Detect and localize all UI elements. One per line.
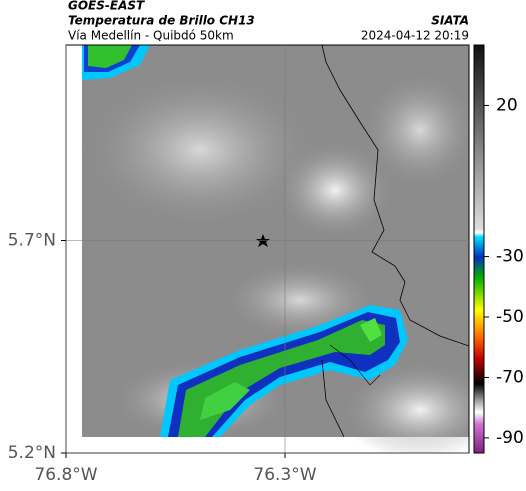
colorbar-label: -30 xyxy=(496,247,524,267)
product: Temperatura de Brillo CH13 xyxy=(68,14,255,28)
x-tick-label: 76.3°W xyxy=(253,465,316,485)
route: Vía Medellín - Quibdó 50km xyxy=(68,29,234,43)
colorbar-label: -70 xyxy=(496,367,524,387)
satellite-image xyxy=(80,45,469,453)
satellite: GOES-EAST xyxy=(68,0,145,13)
x-tick-label: 76.8°W xyxy=(34,465,97,485)
source: SIATA xyxy=(431,14,469,28)
timestamp: 2024-04-12 20:19 xyxy=(361,29,469,43)
colorbar-label: 20 xyxy=(496,95,518,115)
colorbar-label: -50 xyxy=(496,307,524,327)
colorbar-label: -90 xyxy=(496,428,524,448)
y-tick-label: 5.7°N xyxy=(8,231,56,251)
y-tick-label: 5.2°N xyxy=(8,443,56,463)
colorbar xyxy=(473,44,485,454)
